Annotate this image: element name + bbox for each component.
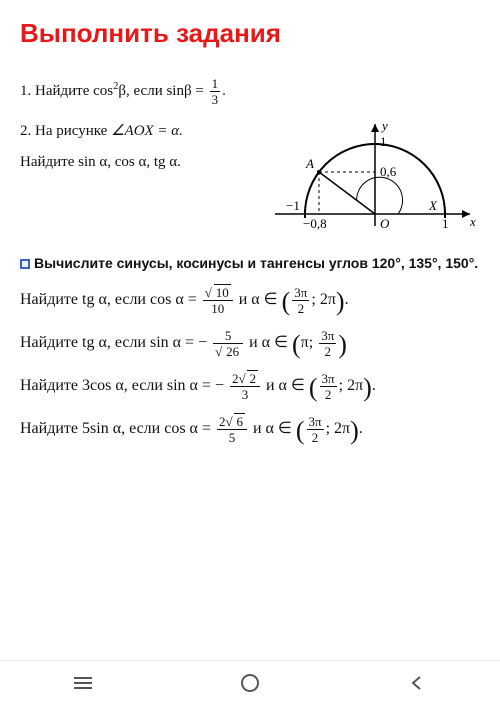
m3-nsqrt: 2: [247, 370, 258, 386]
m1-den: 10: [203, 301, 233, 315]
task-2: 2. На рисунке ∠AOX = α. Найдите sin α, c…: [20, 120, 480, 236]
m3-tail: и α ∈: [266, 377, 309, 394]
m3-den: 3: [230, 387, 260, 401]
inline-text: Вычислите синусы, косинусы и тангенсы уг…: [34, 255, 478, 271]
math-task-3: Найдите 3cos α, если sin α = − 223 и α ∈…: [20, 372, 480, 401]
m3-id: 2: [320, 387, 337, 401]
task1-den: 3: [210, 92, 221, 106]
task-1: 1. Найдите cos2β, если sinβ = 1 3 .: [20, 77, 480, 106]
m4-id: 2: [307, 430, 324, 444]
page-title: Выполнить задания: [20, 18, 480, 49]
diag-x: x: [469, 214, 476, 229]
m1-nsqrt: 10: [214, 284, 231, 300]
m2-in: 3π: [319, 329, 336, 344]
m3-ir: 2π: [347, 377, 363, 394]
diag-1x: 1: [442, 216, 449, 231]
android-navbar: [0, 660, 500, 704]
diag-O: O: [380, 216, 390, 231]
recent-button[interactable]: [71, 671, 95, 695]
back-button[interactable]: [405, 671, 429, 695]
m3-in: 3π: [320, 372, 337, 387]
m4-lead: Найдите 5sin α, если cos α =: [20, 420, 211, 437]
m4-ir: 2π: [334, 420, 350, 437]
m1-lead: Найдите tg α, если cos α =: [20, 291, 197, 308]
m2-lead: Найдите tg α, если sin α = −: [20, 334, 207, 351]
diag-y: y: [380, 118, 388, 133]
unit-circle-diagram: y x A X O 1 1 −1 0,6 −0,8: [270, 116, 480, 236]
math-task-2: Найдите tg α, если sin α = − 526 и α ∈ (…: [20, 329, 480, 358]
math-task-1: Найдите tg α, если cos α = 1010 и α ∈ (3…: [20, 286, 480, 315]
diag-1y: 1: [380, 134, 387, 149]
task2-angle: ∠AOX = α.: [111, 123, 183, 139]
diag-n1: −1: [286, 198, 300, 213]
m2-tail: и α ∈: [249, 334, 292, 351]
m2-num: 5: [213, 329, 243, 344]
diag-A: A: [305, 156, 314, 171]
m4-nsqrt: 6: [234, 413, 245, 429]
m3-lead: Найдите 3cos α, если sin α = −: [20, 377, 224, 394]
m2-dsqrt: 26: [224, 343, 241, 359]
m2-il: π: [301, 334, 309, 351]
home-button[interactable]: [238, 671, 262, 695]
task1-mid: β, если sinβ =: [118, 83, 203, 99]
m1-tail: и α ∈: [239, 291, 282, 308]
m4-in: 3π: [307, 415, 324, 430]
diag-X: X: [428, 198, 438, 213]
task1-num: 1: [210, 77, 221, 92]
math-task-4: Найдите 5sin α, если cos α = 265 и α ∈ (…: [20, 415, 480, 444]
task1-prefix: 1. Найдите cos: [20, 83, 113, 99]
m1-ir: 2π: [320, 291, 336, 308]
square-icon: [20, 259, 30, 269]
diag-06: 0,6: [380, 164, 397, 179]
m1-in: 3π: [292, 286, 309, 301]
diag-08: −0,8: [303, 216, 327, 231]
task2-line2: Найдите sin α, cos α, tg α.: [20, 151, 270, 174]
m4-tail: и α ∈: [253, 420, 296, 437]
task2-prefix: 2. На рисунке: [20, 123, 111, 139]
m2-id: 2: [319, 344, 336, 358]
task1-end: .: [222, 83, 226, 99]
m1-id: 2: [292, 301, 309, 315]
inline-task: Вычислите синусы, косинусы и тангенсы уг…: [20, 254, 480, 272]
m4-den: 5: [217, 430, 247, 444]
